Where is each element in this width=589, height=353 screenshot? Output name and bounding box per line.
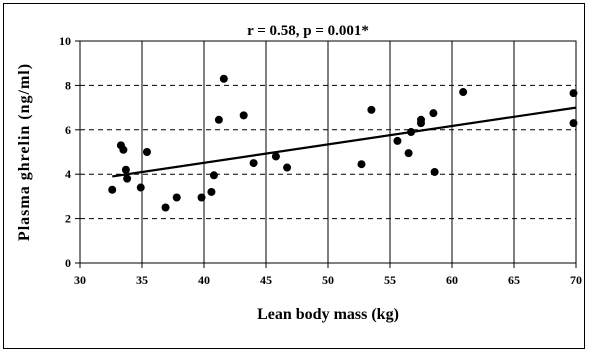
x-tick-label: 35 (136, 273, 148, 287)
data-point (239, 111, 248, 120)
data-point (207, 187, 216, 196)
y-tick-label: 6 (65, 123, 71, 137)
data-point (209, 171, 218, 180)
data-point (123, 174, 132, 183)
data-points (108, 74, 578, 212)
data-point (172, 193, 181, 202)
data-point (417, 115, 425, 124)
y-axis-label: Plasma ghrelin (ng/ml) (16, 63, 33, 241)
data-point (108, 185, 117, 194)
x-tick-label: 55 (384, 273, 396, 287)
data-point (121, 165, 130, 174)
correlation-annotation: r = 0.58, p = 0.001* (247, 23, 369, 39)
chart-frame (3, 3, 585, 349)
data-point (283, 163, 292, 172)
data-point (429, 109, 438, 118)
y-axis-ticks: 0 2 4 6 8 10 (59, 34, 80, 270)
x-axis-label: Lean body mass (kg) (257, 306, 399, 323)
data-point (569, 89, 578, 98)
data-point (367, 105, 376, 114)
x-tick-label: 65 (508, 273, 520, 287)
trendline (112, 106, 577, 178)
data-point (161, 203, 170, 212)
x-tick-label: 50 (322, 273, 334, 287)
grid (80, 41, 576, 263)
data-point (404, 149, 413, 158)
data-point (271, 152, 280, 161)
y-tick-label: 8 (65, 78, 71, 92)
data-point (249, 159, 258, 168)
x-tick-label: 30 (74, 273, 86, 287)
data-point (197, 193, 206, 202)
data-point (119, 145, 128, 154)
data-point (430, 167, 439, 176)
data-point (393, 136, 402, 145)
x-tick-label: 60 (446, 273, 458, 287)
data-point (214, 115, 223, 124)
x-tick-label: 40 (198, 273, 210, 287)
y-tick-label: 10 (59, 34, 71, 48)
y-tick-label: 0 (65, 256, 71, 270)
data-point (219, 74, 228, 83)
x-axis-ticks: 30 35 40 45 50 55 60 65 70 (74, 263, 582, 287)
y-tick-label: 4 (65, 167, 71, 181)
y-tick-label: 2 (65, 212, 71, 226)
data-point (357, 160, 366, 169)
x-tick-label: 45 (260, 273, 272, 287)
data-point (136, 183, 145, 192)
data-point (142, 148, 151, 156)
data-point (569, 119, 578, 128)
data-point (407, 128, 416, 137)
data-point (459, 88, 468, 97)
x-tick-label: 70 (570, 273, 582, 287)
